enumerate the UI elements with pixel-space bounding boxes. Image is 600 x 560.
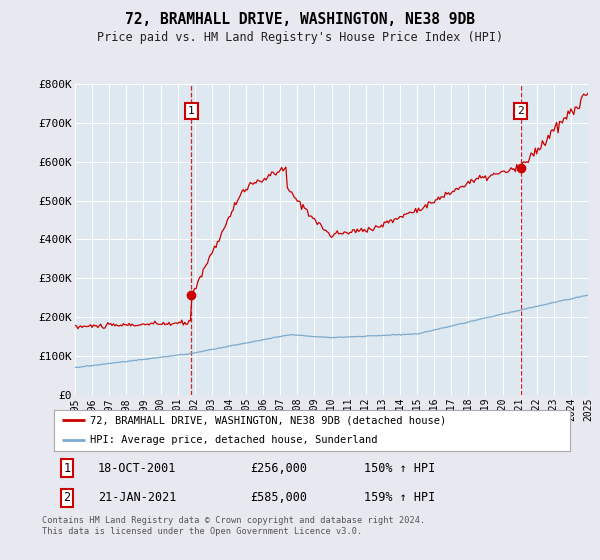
Text: Contains HM Land Registry data © Crown copyright and database right 2024.
This d: Contains HM Land Registry data © Crown c…: [42, 516, 425, 536]
Text: 150% ↑ HPI: 150% ↑ HPI: [364, 462, 435, 475]
Text: £256,000: £256,000: [250, 462, 307, 475]
Text: 72, BRAMHALL DRIVE, WASHINGTON, NE38 9DB (detached house): 72, BRAMHALL DRIVE, WASHINGTON, NE38 9DB…: [90, 415, 446, 425]
Text: £585,000: £585,000: [250, 491, 307, 504]
Text: 1: 1: [188, 106, 194, 116]
Text: 1: 1: [64, 462, 70, 475]
Text: 159% ↑ HPI: 159% ↑ HPI: [364, 491, 435, 504]
Text: 72, BRAMHALL DRIVE, WASHINGTON, NE38 9DB: 72, BRAMHALL DRIVE, WASHINGTON, NE38 9DB: [125, 12, 475, 27]
Text: HPI: Average price, detached house, Sunderland: HPI: Average price, detached house, Sund…: [90, 435, 377, 445]
Text: 2: 2: [518, 106, 524, 116]
Text: 21-JAN-2021: 21-JAN-2021: [98, 491, 176, 504]
Text: Price paid vs. HM Land Registry's House Price Index (HPI): Price paid vs. HM Land Registry's House …: [97, 31, 503, 44]
Text: 18-OCT-2001: 18-OCT-2001: [98, 462, 176, 475]
Text: 2: 2: [64, 491, 70, 504]
